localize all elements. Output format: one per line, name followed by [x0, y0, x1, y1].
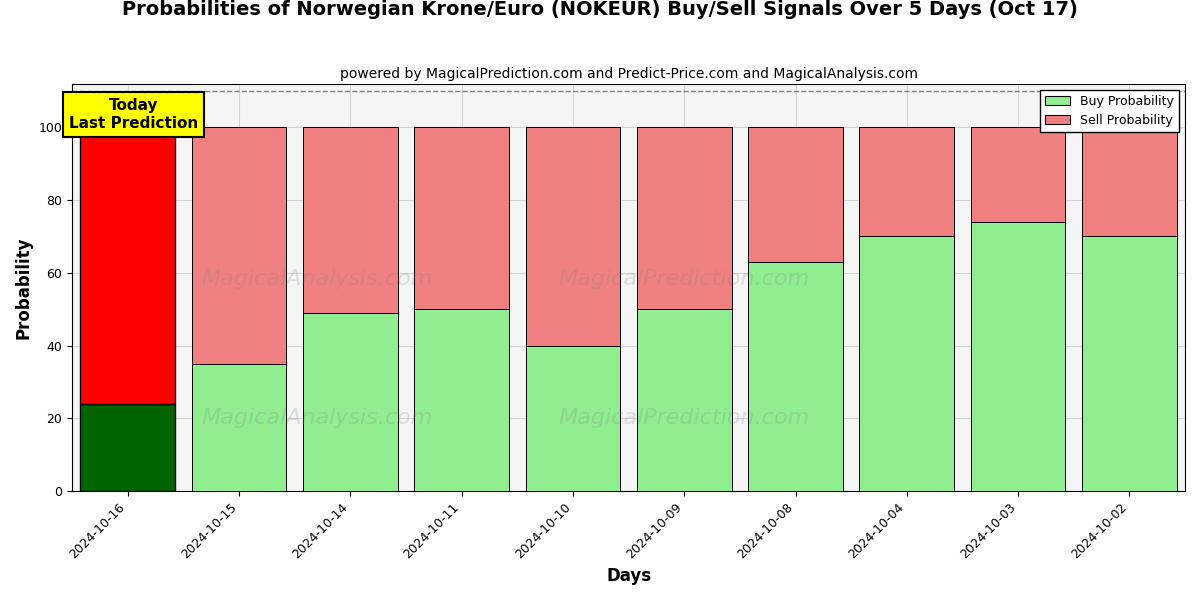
Bar [1082, 236, 1177, 491]
Legend: Buy Probability, Sell Probability: Buy Probability, Sell Probability [1040, 90, 1178, 132]
Bar [749, 127, 842, 262]
Bar [637, 309, 732, 491]
Text: Today
Last Prediction: Today Last Prediction [68, 98, 198, 131]
Bar [192, 364, 287, 491]
Bar [526, 127, 620, 346]
Text: MagicalAnalysis.com: MagicalAnalysis.com [202, 408, 433, 428]
Bar [80, 127, 175, 404]
Title: powered by MagicalPrediction.com and Predict-Price.com and MagicalAnalysis.com: powered by MagicalPrediction.com and Pre… [340, 67, 918, 81]
Bar [859, 127, 954, 236]
Text: MagicalPrediction.com: MagicalPrediction.com [559, 408, 810, 428]
Text: Probabilities of Norwegian Krone/Euro (NOKEUR) Buy/Sell Signals Over 5 Days (Oct: Probabilities of Norwegian Krone/Euro (N… [122, 0, 1078, 19]
Y-axis label: Probability: Probability [16, 236, 34, 338]
Bar [304, 127, 397, 313]
Bar [192, 127, 287, 364]
X-axis label: Days: Days [606, 567, 652, 585]
Bar [637, 127, 732, 309]
Bar [1082, 127, 1177, 236]
Text: MagicalPrediction.com: MagicalPrediction.com [559, 269, 810, 289]
Bar [859, 236, 954, 491]
Bar [971, 127, 1066, 222]
Bar [414, 309, 509, 491]
Bar [80, 404, 175, 491]
Bar [971, 222, 1066, 491]
Bar [749, 262, 842, 491]
Text: MagicalAnalysis.com: MagicalAnalysis.com [202, 269, 433, 289]
Bar [526, 346, 620, 491]
Bar [304, 313, 397, 491]
Bar [414, 127, 509, 309]
